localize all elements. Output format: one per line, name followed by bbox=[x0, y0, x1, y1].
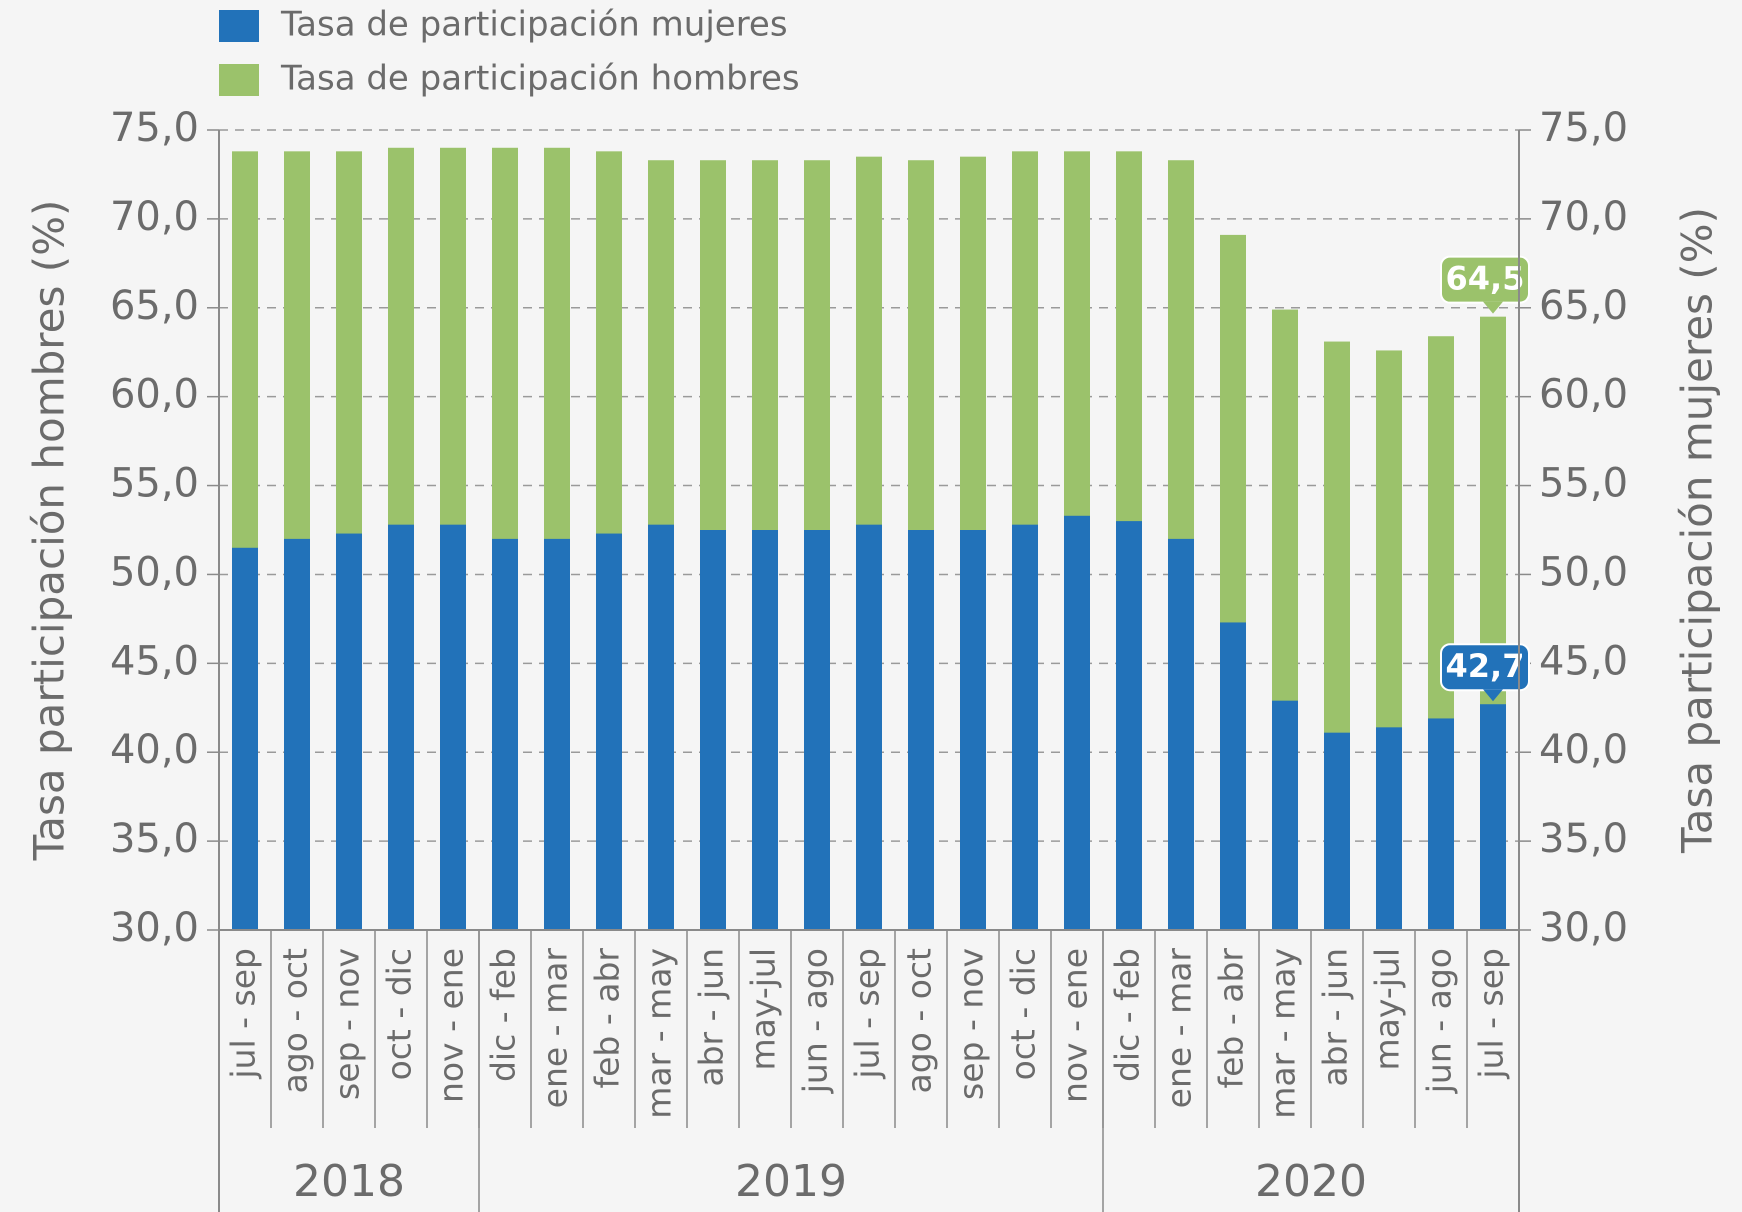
x-tick-label: jul - sep bbox=[224, 948, 263, 1080]
bar bbox=[1116, 521, 1142, 930]
bar bbox=[1324, 732, 1350, 930]
legend-swatch bbox=[219, 10, 259, 42]
x-tick-label: mar - may bbox=[640, 948, 679, 1119]
y2-tick-label: 50,0 bbox=[1539, 549, 1628, 595]
x-tick-label: sep - nov bbox=[328, 948, 367, 1100]
bar bbox=[596, 533, 622, 930]
group-label: 2020 bbox=[1255, 1156, 1367, 1207]
y2-tick-label: 45,0 bbox=[1539, 638, 1628, 684]
bar bbox=[648, 524, 674, 930]
bar bbox=[1480, 704, 1506, 930]
callout-pointer bbox=[1483, 689, 1503, 702]
bar bbox=[908, 530, 934, 930]
x-tick-label: ago - oct bbox=[276, 948, 315, 1094]
bar bbox=[1376, 727, 1402, 930]
x-tick-label: oct - dic bbox=[1004, 948, 1043, 1080]
bar bbox=[960, 530, 986, 930]
y2-tick-label: 55,0 bbox=[1539, 461, 1628, 507]
x-tick-label: mar - may bbox=[1264, 948, 1303, 1119]
bar bbox=[388, 524, 414, 930]
x-tick-label: jun - ago bbox=[796, 948, 835, 1094]
y2-tick-label: 70,0 bbox=[1539, 194, 1628, 240]
group-label: 2018 bbox=[293, 1156, 405, 1207]
x-tick-label: abr - jun bbox=[1316, 948, 1355, 1087]
bar bbox=[856, 524, 882, 930]
legend-label: Tasa de participación hombres bbox=[280, 59, 800, 99]
legend-swatch bbox=[219, 64, 259, 96]
bar bbox=[804, 530, 830, 930]
x-tick-label: feb - abr bbox=[588, 948, 627, 1089]
x-tick-label: dic - feb bbox=[484, 948, 523, 1082]
x-tick-label: jul - sep bbox=[1472, 948, 1511, 1080]
y-tick-label: 40,0 bbox=[110, 727, 199, 773]
x-tick-label: nov - ene bbox=[432, 948, 471, 1103]
y2-tick-label: 30,0 bbox=[1539, 905, 1628, 951]
y-tick-label: 50,0 bbox=[110, 549, 199, 595]
bar bbox=[1428, 718, 1454, 930]
y-tick-label: 60,0 bbox=[110, 372, 199, 418]
bar bbox=[440, 524, 466, 930]
x-tick-label: oct - dic bbox=[380, 948, 419, 1080]
y2-tick-label: 40,0 bbox=[1539, 727, 1628, 773]
value-label: 64,5 bbox=[1446, 260, 1525, 298]
y-tick-label: 30,0 bbox=[110, 905, 199, 951]
y-tick-label: 55,0 bbox=[110, 461, 199, 507]
x-tick-label: ene - mar bbox=[1160, 948, 1199, 1109]
y2-axis-title: Tasa participación mujeres (%) bbox=[1673, 207, 1722, 854]
callout-pointer bbox=[1483, 301, 1503, 314]
group-label: 2019 bbox=[735, 1156, 847, 1207]
bar bbox=[336, 533, 362, 930]
x-tick-label: ago - oct bbox=[900, 948, 939, 1094]
bar bbox=[1064, 515, 1090, 930]
y2-tick-label: 65,0 bbox=[1539, 283, 1628, 329]
bar bbox=[1168, 538, 1194, 930]
y-tick-label: 75,0 bbox=[110, 105, 199, 151]
value-label: 42,7 bbox=[1446, 647, 1525, 685]
y2-tick-label: 75,0 bbox=[1539, 105, 1628, 151]
x-tick-label: feb - abr bbox=[1212, 948, 1251, 1089]
bar bbox=[492, 538, 518, 930]
y-axis-title: Tasa participación hombres (%) bbox=[25, 200, 74, 862]
y2-tick-label: 60,0 bbox=[1539, 372, 1628, 418]
x-tick-label: jun - ago bbox=[1420, 948, 1459, 1094]
y-tick-label: 70,0 bbox=[110, 194, 199, 240]
bar bbox=[284, 538, 310, 930]
bar bbox=[1272, 700, 1298, 930]
y-tick-label: 45,0 bbox=[110, 638, 199, 684]
x-tick-label: may-jul bbox=[744, 948, 783, 1070]
bar bbox=[700, 530, 726, 930]
bar bbox=[752, 530, 778, 930]
x-tick-label: jul - sep bbox=[848, 948, 887, 1080]
bar bbox=[1220, 622, 1246, 930]
x-tick-label: may-jul bbox=[1368, 948, 1407, 1070]
y-tick-label: 35,0 bbox=[110, 816, 199, 862]
y-tick-label: 65,0 bbox=[110, 283, 199, 329]
x-tick-label: abr - jun bbox=[692, 948, 731, 1087]
bar bbox=[1012, 524, 1038, 930]
bar bbox=[232, 547, 258, 930]
y2-tick-label: 35,0 bbox=[1539, 816, 1628, 862]
x-tick-label: sep - nov bbox=[952, 948, 991, 1100]
x-tick-label: ene - mar bbox=[536, 948, 575, 1109]
x-tick-label: nov - ene bbox=[1056, 948, 1095, 1103]
bar bbox=[544, 538, 570, 930]
legend-label: Tasa de participación mujeres bbox=[280, 5, 788, 45]
x-tick-label: dic - feb bbox=[1108, 948, 1147, 1082]
